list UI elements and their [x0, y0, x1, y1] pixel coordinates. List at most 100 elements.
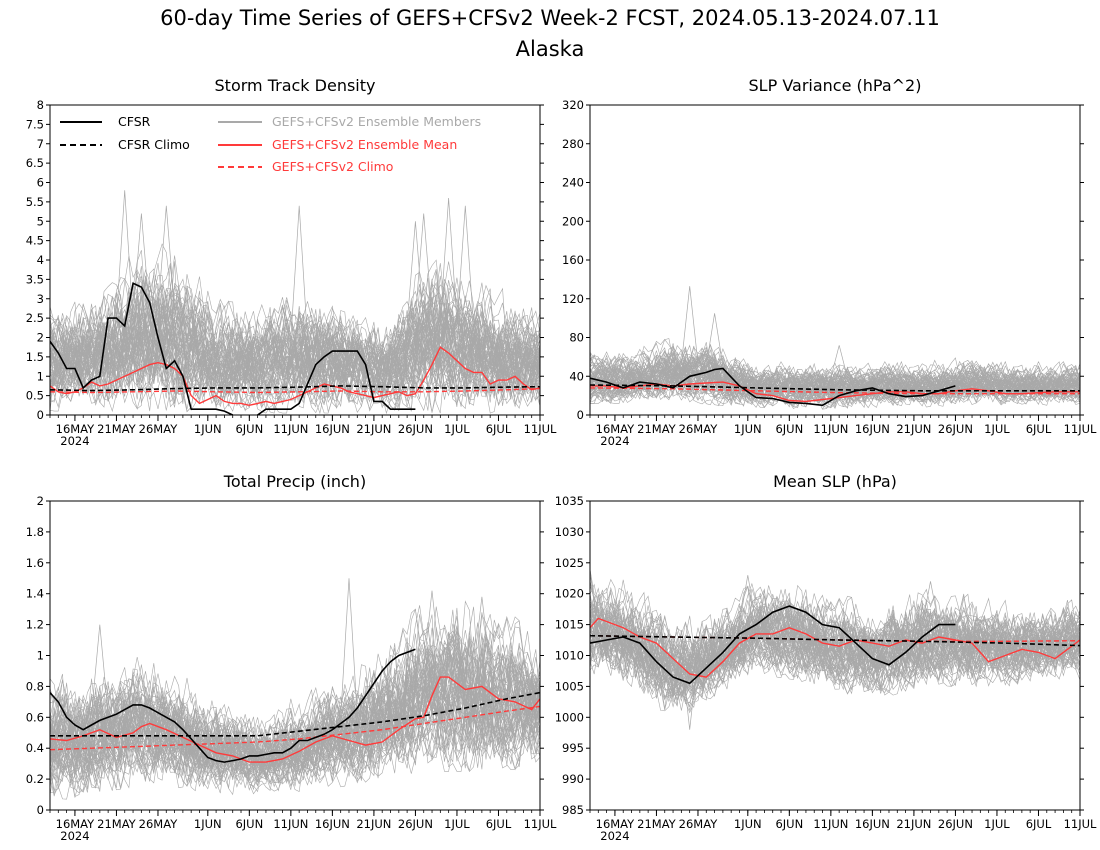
mean-slp-member-line: [590, 589, 1080, 690]
total-precip-ytick-label: 0: [37, 803, 44, 817]
slp-variance-xtick-label: 21JUN: [896, 422, 931, 436]
slp-variance-xtick-label: 6JUL: [1026, 422, 1052, 436]
total-precip-year-label: 2024: [60, 829, 89, 843]
storm-track-density-ytick-label: 2: [37, 331, 44, 345]
mean-slp-year-label: 2024: [600, 829, 629, 843]
storm-track-density-series-cfsr-climo: [50, 385, 540, 392]
mean-slp-xtick-label: 21MAY: [637, 817, 677, 831]
mean-slp-ytick-label: 990: [562, 772, 584, 786]
mean-slp-panel: Mean SLP (hPa) 985 990 995 1000 1005 1010 1015 1…: [555, 472, 1097, 843]
storm-track-density-member-line: [50, 285, 540, 414]
total-precip-series: [50, 648, 540, 763]
total-precip-member-line: [50, 644, 540, 773]
mean-slp-series: [590, 605, 1080, 685]
storm-track-density-member-spike: [439, 197, 458, 323]
total-precip-xtick-label: 26JUN: [398, 817, 433, 831]
mean-slp-member-line: [590, 600, 1080, 703]
slp-variance-xtick-label: 26JUN: [938, 422, 973, 436]
mean-slp-xtick-label: 6JUN: [775, 817, 803, 831]
total-precip-xtick-label: 21JUN: [356, 817, 391, 831]
storm-track-density-ytick-label: 6.5: [26, 156, 44, 170]
slp-variance-member-line: [590, 355, 1080, 400]
total-precip-member-spike: [473, 596, 491, 669]
mean-slp-xtick-label: 1JUN: [734, 817, 762, 831]
slp-variance-member-line: [590, 360, 1080, 409]
total-precip-member-line: [50, 668, 540, 797]
mean-slp-ytick-label: 1015: [555, 618, 584, 632]
storm-track-density-member-line: [50, 286, 540, 414]
storm-track-density-series: [50, 282, 540, 415]
mean-slp-member-line: [590, 580, 1080, 712]
total-precip-member-line: [50, 640, 540, 791]
total-precip-member-spike: [423, 590, 441, 669]
slp-variance-panel: SLP Variance (hPa^2) 0 40 80 120 160 200 240 280…: [562, 76, 1097, 448]
slp-variance-xtick-label: 11JUN: [813, 422, 848, 436]
slp-variance-ytick-label: 320: [562, 98, 584, 112]
slp-variance-xtick-label: 16JUN: [855, 422, 890, 436]
storm-track-density-series-gefs-cfsv2-ensemble-mean: [50, 346, 540, 407]
slp-variance-ytick-label: 0: [577, 408, 584, 422]
mean-slp-ytick-label: 1025: [555, 556, 584, 570]
storm-track-density-xtick-label: 26JUN: [398, 422, 433, 436]
mean-slp-member-line: [590, 600, 1080, 697]
total-precip-series-gefs-cfsv2-ensemble-mean: [50, 676, 540, 763]
slp-variance-ytick-label: 80: [569, 331, 584, 345]
mean-slp-ytick-label: 995: [562, 741, 584, 755]
slp-variance-ytick-label: 160: [562, 253, 584, 267]
storm-track-density-member-spike: [157, 205, 175, 311]
storm-track-density-ytick-label: 1.5: [26, 350, 44, 364]
total-precip-xtick-label: 6JUL: [486, 817, 512, 831]
storm-track-density-ytick-label: 6: [37, 176, 44, 190]
legend-mean-label: GEFS+CFSv2 Ensemble Mean: [272, 137, 457, 152]
mean-slp-xtick-label: 26MAY: [679, 817, 719, 831]
total-precip-series-cfsr-climo: [50, 691, 540, 737]
mean-slp-xtick-label: 21JUN: [896, 817, 931, 831]
mean-slp-member-line: [590, 588, 1080, 685]
total-precip-xtick-label: 21MAY: [97, 817, 137, 831]
total-precip-xtick-label: 16MAY: [56, 817, 96, 831]
storm-track-density-ytick-label: 0.5: [26, 389, 44, 403]
storm-track-density-xtick-label: 16MAY: [56, 422, 96, 436]
total-precip-member-spike: [340, 578, 358, 717]
mean-slp-member-line: [590, 609, 1080, 692]
slp-variance-member-line: [590, 354, 1080, 404]
mean-slp-member-line: [590, 597, 1080, 682]
storm-track-density-xtick-label: 16JUN: [315, 422, 350, 436]
total-precip-ytick-label: 2: [37, 494, 44, 508]
mean-slp-ytick-label: 1030: [555, 525, 584, 539]
storm-track-density-ytick-label: 5.5: [26, 195, 44, 209]
slp-variance-xtick-label: 11JUL: [1064, 422, 1097, 436]
storm-track-density-ytick-label: 1: [37, 369, 44, 383]
total-precip-ytick-label: 1: [37, 649, 44, 663]
total-precip-member-spike: [91, 624, 109, 715]
total-precip-member-line: [50, 627, 540, 784]
total-precip-series-gefs-cfsv2-climo: [50, 705, 540, 751]
storm-track-density-ytick-label: 0: [37, 408, 44, 422]
mean-slp-xtick-label: 16JUN: [855, 817, 890, 831]
total-precip-xtick-label: 1JUL: [444, 817, 470, 831]
storm-track-density-member-line: [50, 295, 540, 408]
slp-variance-title: SLP Variance (hPa^2): [749, 76, 922, 95]
total-precip-xtick-label: 11JUL: [524, 817, 557, 831]
mean-slp-member-line: [590, 599, 1080, 707]
panels: Storm Track Density 0 0.5 1 1.5 2 2.5 3 3.5 4 4.5 5…: [26, 76, 1097, 843]
mean-slp-ytick-label: 1000: [555, 710, 584, 724]
slp-variance-member-spike: [705, 313, 724, 366]
mean-slp-member-line: [590, 606, 1080, 694]
storm-track-density-ensemble-members: [50, 190, 540, 415]
slp-variance-ytick-label: 280: [562, 137, 584, 151]
mean-slp-xtick-label: 11JUL: [1064, 817, 1097, 831]
mean-slp-ytick-label: 1035: [555, 494, 584, 508]
slp-variance-xtick-label: 21MAY: [637, 422, 677, 436]
storm-track-density-series-cfsr: [257, 350, 416, 415]
total-precip-member-line: [50, 647, 540, 785]
storm-track-density-year-label: 2024: [60, 434, 89, 448]
slp-variance-xtick-label: 6JUN: [775, 422, 803, 436]
slp-variance-series: [590, 367, 1080, 407]
storm-track-density-ytick-label: 4: [37, 253, 44, 267]
slp-variance-ytick-label: 200: [562, 214, 584, 228]
total-precip-xtick-label: 1JUN: [194, 817, 222, 831]
total-precip-panel: Total Precip (inch) 0 0.2 0.4 0.6 0.8 1 1.2 1.4 1…: [26, 472, 557, 843]
mean-slp-ytick-label: 1005: [555, 679, 584, 693]
slp-variance-ytick-label: 120: [562, 292, 584, 306]
